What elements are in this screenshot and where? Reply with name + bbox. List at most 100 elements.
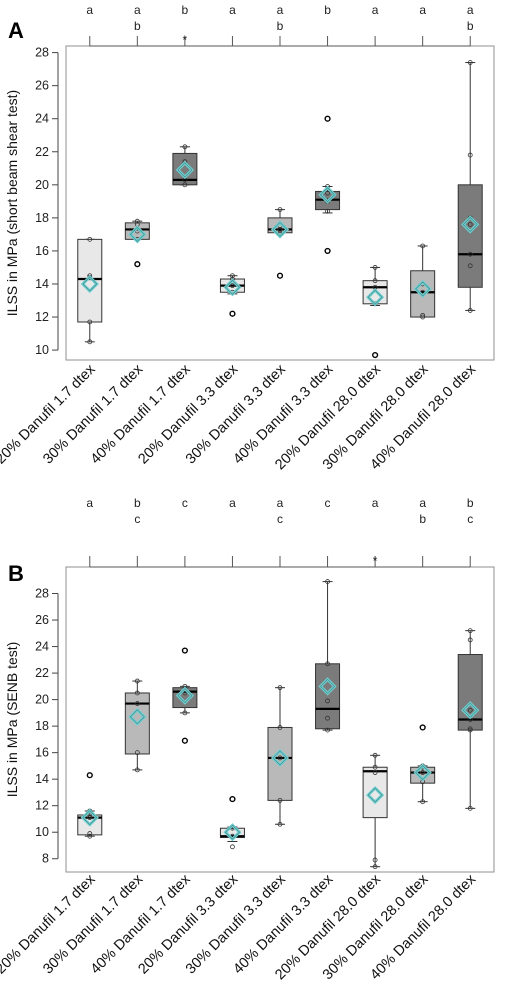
- data-point: [325, 190, 330, 196]
- mean-marker-outline: [272, 222, 288, 237]
- y-tick-label: 26: [35, 613, 49, 627]
- outlier-point: [324, 115, 331, 122]
- significance-letter: a: [134, 3, 141, 17]
- data-point: [325, 715, 330, 721]
- outlier-point: [181, 647, 188, 654]
- y-tick-label: 24: [35, 112, 49, 126]
- panel-label: A: [8, 18, 24, 43]
- data-point: [277, 207, 283, 213]
- y-tick-label: 14: [35, 277, 49, 291]
- data-point: [467, 251, 473, 257]
- y-tick-label: 14: [35, 772, 49, 786]
- data-point: [230, 844, 235, 850]
- data-point: [87, 833, 93, 839]
- mean-marker-outline: [82, 276, 98, 292]
- y-tick-label: 22: [35, 145, 49, 159]
- data-point: [372, 770, 378, 775]
- outlier-point: [229, 795, 236, 803]
- significance-letter: b: [182, 3, 189, 17]
- outlier-point: [419, 724, 426, 731]
- significance-letter: b: [419, 512, 426, 526]
- y-tick-label: 10: [35, 343, 49, 357]
- significance-letter: b: [324, 3, 331, 17]
- data-point: [87, 319, 93, 325]
- data-point: [134, 767, 140, 773]
- data-point: [420, 770, 426, 775]
- data-point: [325, 698, 330, 704]
- data-point: [277, 797, 283, 803]
- significance-letter: a: [229, 3, 236, 17]
- mean-marker-outline: [272, 750, 288, 766]
- outlier-point: [181, 737, 188, 744]
- data-point: [420, 314, 426, 320]
- significance-letter: c: [467, 512, 473, 526]
- y-tick-label: 20: [35, 178, 49, 192]
- data-point: [87, 339, 93, 345]
- mean-marker-outline: [415, 281, 431, 297]
- mean-marker-outline: [367, 787, 383, 803]
- significance-letter: c: [182, 496, 188, 510]
- panel-a-chart: A 10 12 14 16 18 20 22 24 26 28 ILSS in MPa (short …: [0, 3, 495, 473]
- data-point: [467, 707, 473, 713]
- outlier-point: [86, 772, 93, 779]
- y-tick-label: 16: [35, 244, 49, 258]
- data-point: [134, 750, 140, 756]
- y-tick-label: 20: [35, 693, 49, 707]
- significance-letter: b: [134, 496, 141, 510]
- significance-letter: a: [277, 496, 284, 510]
- significance-letter: b: [134, 19, 141, 33]
- y-tick-label: 8: [42, 852, 49, 866]
- significance-letter: a: [419, 496, 426, 510]
- y-tick-label: 28: [35, 46, 49, 60]
- data-point: [134, 678, 140, 684]
- mean-marker-outline: [367, 289, 383, 305]
- mean-marker-outline: [177, 688, 193, 704]
- data-point: [372, 265, 378, 270]
- mean-marker-outline: [225, 824, 240, 840]
- data-point: [134, 218, 140, 224]
- y-tick-label: 16: [35, 746, 49, 760]
- data-point: [277, 685, 283, 691]
- box-iqr: [315, 663, 341, 730]
- y-tick-label: 24: [35, 640, 49, 654]
- data-point: [325, 727, 330, 733]
- data-point: [420, 243, 426, 249]
- mean-marker-outline: [177, 162, 193, 178]
- significance-letter: b: [467, 19, 474, 33]
- significance-star: *: [373, 554, 378, 568]
- data-point: [230, 283, 235, 289]
- y-tick-label: 28: [35, 587, 49, 601]
- mean-marker-outline: [129, 709, 145, 725]
- data-point: [420, 799, 426, 805]
- significance-letter: a: [419, 3, 426, 17]
- outlier-point: [229, 310, 236, 317]
- y-axis-label: ILSS in MPa (short beam shear test): [4, 90, 20, 316]
- data-point: [467, 222, 473, 227]
- data-point: [230, 273, 235, 279]
- y-tick-label: 26: [35, 79, 49, 93]
- data-point: [134, 701, 140, 706]
- data-point: [372, 278, 378, 284]
- data-point: [325, 579, 330, 584]
- significance-letter: a: [86, 496, 93, 510]
- box-iqr: [362, 766, 388, 819]
- data-point: [182, 144, 188, 150]
- data-point: [467, 726, 473, 732]
- data-point: [467, 308, 473, 313]
- data-point: [420, 312, 426, 318]
- mean-marker-outline: [225, 279, 240, 295]
- box-iqr: [77, 238, 103, 323]
- data-point: [467, 263, 473, 269]
- significance-letter: a: [277, 3, 284, 17]
- data-point: [467, 805, 473, 811]
- y-tick-label: 18: [35, 719, 49, 733]
- data-point: [467, 628, 473, 634]
- data-point: [182, 710, 188, 716]
- y-tick-label: 10: [35, 825, 49, 839]
- data-point: [467, 60, 473, 65]
- outlier-point: [372, 351, 379, 359]
- y-tick-label: 18: [35, 211, 49, 225]
- panel-b-chart: B 8 10 12 14 16 18 20 22 24 26 28 ILSS in MPa (SENB …: [0, 496, 495, 983]
- mean-marker-outline: [82, 810, 98, 826]
